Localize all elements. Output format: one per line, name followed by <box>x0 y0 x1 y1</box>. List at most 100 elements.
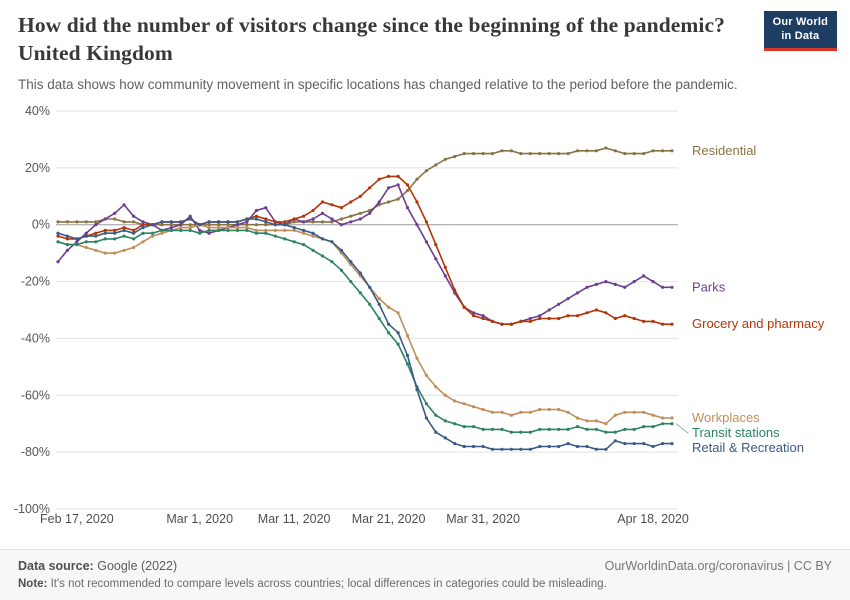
data-point <box>472 314 476 318</box>
data-point <box>330 240 334 244</box>
data-point <box>160 223 164 227</box>
data-point <box>264 217 268 221</box>
data-point <box>160 228 164 232</box>
data-point <box>405 362 410 366</box>
data-point <box>453 154 457 159</box>
data-point <box>509 447 513 451</box>
data-point <box>179 223 183 227</box>
data-point <box>519 430 523 434</box>
data-point <box>387 331 391 335</box>
data-point <box>320 200 325 204</box>
data-point <box>84 220 88 224</box>
data-point <box>651 444 655 449</box>
data-point <box>207 223 211 227</box>
data-point <box>65 220 69 224</box>
data-point <box>557 427 561 431</box>
data-point <box>396 174 400 178</box>
data-point <box>575 291 580 295</box>
data-point <box>424 220 428 224</box>
data-point <box>481 314 485 318</box>
data-point <box>302 214 306 218</box>
data-point <box>613 149 617 153</box>
data-point <box>198 231 202 235</box>
data-point <box>528 410 532 414</box>
data-point <box>358 211 362 215</box>
data-point <box>500 149 504 153</box>
data-point <box>368 186 372 190</box>
data-point <box>226 228 230 232</box>
data-point <box>122 234 126 238</box>
data-point <box>264 206 268 210</box>
data-point <box>113 228 117 232</box>
chart-header: How did the number of visitors change si… <box>0 0 850 94</box>
data-point <box>254 231 258 235</box>
data-point <box>443 393 447 397</box>
data-point <box>566 410 570 414</box>
data-point <box>217 223 221 227</box>
data-point <box>613 413 617 417</box>
data-point <box>283 223 287 227</box>
data-point <box>642 152 646 156</box>
data-point <box>585 311 589 315</box>
data-point <box>339 223 343 227</box>
data-point <box>594 419 599 423</box>
data-point <box>453 288 457 292</box>
data-point <box>613 430 617 434</box>
data-point <box>575 444 580 449</box>
data-point <box>283 228 287 232</box>
data-point <box>490 410 495 414</box>
data-point <box>623 410 627 414</box>
data-point <box>320 220 325 224</box>
data-point <box>94 220 98 224</box>
data-point <box>122 248 126 252</box>
data-point <box>528 430 532 434</box>
data-point <box>330 260 334 264</box>
data-point <box>509 430 513 434</box>
data-point <box>481 407 485 412</box>
y-axis-tick-label: 20% <box>25 161 50 175</box>
data-point <box>500 410 504 414</box>
data-point <box>179 220 183 224</box>
owid-logo-line1: Our World <box>772 16 828 28</box>
data-point <box>169 223 173 227</box>
data-point <box>396 197 400 201</box>
data-point <box>472 425 476 429</box>
data-point <box>65 237 69 241</box>
data-point <box>490 447 495 451</box>
data-point <box>75 237 79 241</box>
data-point <box>358 271 362 275</box>
data-point <box>198 228 202 232</box>
data-point <box>415 388 419 392</box>
data-point <box>453 399 457 403</box>
data-point <box>254 217 258 221</box>
data-point <box>415 223 419 227</box>
data-point <box>292 226 296 230</box>
data-source: Data source: Google (2022) <box>18 559 177 573</box>
data-point <box>207 228 211 232</box>
data-point <box>349 214 353 218</box>
data-point <box>528 319 532 323</box>
data-point <box>500 427 504 431</box>
data-point <box>490 427 495 431</box>
data-point <box>566 152 570 156</box>
data-point <box>339 268 343 272</box>
data-point <box>538 314 542 318</box>
data-point <box>594 149 599 153</box>
data-point <box>169 226 173 230</box>
series-line-grocery-and-pharmacy <box>57 175 673 325</box>
data-point <box>585 444 589 449</box>
data-point <box>141 226 145 230</box>
data-point <box>528 152 532 156</box>
data-point <box>254 223 258 227</box>
data-point <box>585 149 589 153</box>
data-point <box>623 427 627 431</box>
data-point <box>661 285 665 289</box>
data-point <box>75 243 79 247</box>
data-point <box>462 425 466 429</box>
data-point <box>302 231 306 235</box>
data-point <box>396 311 400 315</box>
data-point <box>84 234 88 238</box>
data-point <box>538 316 542 321</box>
data-point <box>358 291 362 295</box>
